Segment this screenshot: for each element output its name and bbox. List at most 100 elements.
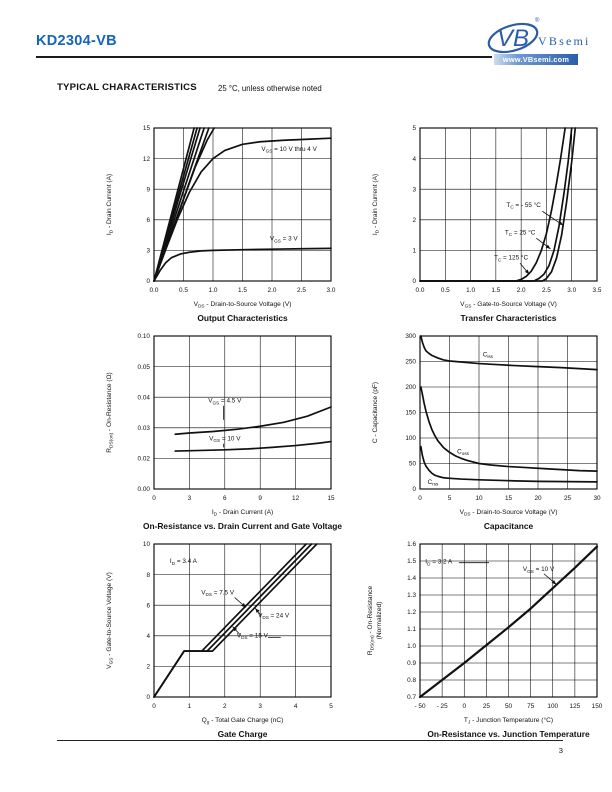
svg-text:1.1: 1.1 <box>407 626 416 633</box>
svg-text:0.7: 0.7 <box>407 694 416 701</box>
on-resistance-vs-drain-current-plot: VGS = 4.5 V VGS = 10 V 0 3 6 9 12 15 0.00 0.02 0.0… <box>106 333 342 531</box>
on-resistance-vs-junction-temperature-plot: ID = 3.2 A VGS = 10 V - 50 - 25 0 25 50 75 100 12… <box>367 541 603 739</box>
svg-text:20: 20 <box>534 495 542 502</box>
svg-text:VGS = 4.5 V: VGS = 4.5 V <box>208 398 242 406</box>
svg-text:150: 150 <box>405 410 416 417</box>
svg-text:9: 9 <box>258 495 262 502</box>
svg-text:VGS - Gate-to-Source Voltage (: VGS - Gate-to-Source Voltage (V) <box>106 572 115 669</box>
svg-text:ID = 3.4 A: ID = 3.4 A <box>170 558 198 566</box>
section-subtitle: 25 °C, unless otherwise noted <box>218 83 322 93</box>
svg-text:3.0: 3.0 <box>327 287 336 294</box>
vbsemi-logo: VB ® VBsemi www.VBsemi.com <box>486 18 588 66</box>
svg-text:6: 6 <box>223 495 227 502</box>
svg-text:VGS = 3 V: VGS = 3 V <box>270 236 299 244</box>
svg-text:VGS = 10 V thru 4 V: VGS = 10 V thru 4 V <box>261 146 317 154</box>
svg-text:2.5: 2.5 <box>297 287 306 294</box>
svg-text:VDS = 7.5 V: VDS = 7.5 V <box>201 589 235 597</box>
svg-text:On-Resistance vs. Drain Curren: On-Resistance vs. Drain Current and Gate… <box>143 521 342 531</box>
footer-rule <box>57 740 563 742</box>
svg-text:0: 0 <box>146 694 150 701</box>
svg-text:RDS(on) - On-Resistance (Ω): RDS(on) - On-Resistance (Ω) <box>106 372 115 452</box>
monogram-text: VB <box>497 25 529 52</box>
svg-text:2: 2 <box>223 703 227 710</box>
svg-text:25: 25 <box>564 495 572 502</box>
logo-name: VBsemi <box>538 34 591 48</box>
svg-text:1.3: 1.3 <box>407 592 416 599</box>
svg-text:VGS = 10 V: VGS = 10 V <box>523 566 555 574</box>
vb-monogram-icon: VB <box>487 22 539 54</box>
svg-text:0: 0 <box>462 703 466 710</box>
svg-text:VDS = 15 V: VDS = 15 V <box>237 632 269 640</box>
svg-text:0.0: 0.0 <box>150 287 159 294</box>
svg-text:1: 1 <box>188 703 192 710</box>
svg-text:0.04: 0.04 <box>138 394 151 401</box>
svg-text:1.0: 1.0 <box>209 287 218 294</box>
svg-text:300: 300 <box>405 333 416 340</box>
svg-text:8: 8 <box>146 572 150 579</box>
svg-text:TC = - 55 °C: TC = - 55 °C <box>506 201 541 210</box>
svg-text:Output Characteristics: Output Characteristics <box>197 313 288 323</box>
chart-output-characteristics: VGS = 10 V thru 4 V VGS = 3 V 0.0 0.5 1.0 1.5… <box>96 120 396 334</box>
svg-text:Gate Charge: Gate Charge <box>218 729 268 739</box>
svg-text:(Normalized): (Normalized) <box>376 602 383 640</box>
svg-text:50: 50 <box>409 461 417 468</box>
svg-text:VGS - Gate-to-Source Voltage (: VGS - Gate-to-Source Voltage (V) <box>460 301 557 310</box>
svg-text:C - Capacitance (pF): C - Capacitance (pF) <box>372 382 379 443</box>
svg-text:10: 10 <box>475 495 483 502</box>
svg-text:1.4: 1.4 <box>407 575 416 582</box>
svg-text:0: 0 <box>418 495 422 502</box>
svg-text:3: 3 <box>188 495 192 502</box>
svg-text:0: 0 <box>152 495 156 502</box>
svg-text:Ciss: Ciss <box>483 351 494 359</box>
svg-text:Qg - Total Gate Charge (nC): Qg - Total Gate Charge (nC) <box>202 717 284 726</box>
svg-text:0.03: 0.03 <box>138 425 151 432</box>
svg-text:1.6: 1.6 <box>407 541 416 548</box>
svg-text:Crss: Crss <box>428 479 439 487</box>
svg-text:2.0: 2.0 <box>517 287 526 294</box>
svg-text:100: 100 <box>405 435 416 442</box>
svg-text:30: 30 <box>593 495 601 502</box>
svg-text:75: 75 <box>527 703 535 710</box>
svg-text:1.0: 1.0 <box>407 643 416 650</box>
svg-text:0: 0 <box>412 486 416 493</box>
svg-text:1.0: 1.0 <box>466 287 475 294</box>
svg-text:250: 250 <box>405 359 416 366</box>
svg-text:3: 3 <box>146 248 150 255</box>
svg-text:3: 3 <box>258 703 262 710</box>
svg-text:TJ - Junction Temperature (°C): TJ - Junction Temperature (°C) <box>464 716 553 726</box>
svg-text:0.9: 0.9 <box>407 660 416 667</box>
svg-text:1.2: 1.2 <box>407 609 416 616</box>
svg-text:1.5: 1.5 <box>491 287 500 294</box>
svg-text:1: 1 <box>412 248 416 255</box>
output-characteristics-plot: VGS = 10 V thru 4 V VGS = 3 V 0.0 0.5 1.0 1.5… <box>106 125 336 323</box>
svg-text:5: 5 <box>329 703 333 710</box>
transfer-characteristics-plot: TC = - 55 °C TC = 25 °C TC = 125 °C 0.0 0.5 1… <box>372 125 602 323</box>
logo-website-link[interactable]: www.VBsemi.com <box>494 54 578 65</box>
svg-text:100: 100 <box>547 703 558 710</box>
svg-text:ID - Drain Current (A): ID - Drain Current (A) <box>372 174 381 235</box>
svg-text:6: 6 <box>146 602 150 609</box>
svg-text:- 50: - 50 <box>414 703 425 710</box>
svg-text:Transfer Characteristics: Transfer Characteristics <box>461 313 557 323</box>
svg-text:ID - Drain Current (A): ID - Drain Current (A) <box>212 509 273 518</box>
svg-text:0.5: 0.5 <box>179 287 188 294</box>
svg-text:5: 5 <box>412 125 416 132</box>
svg-text:VDS - Drain-to-Source Voltage: VDS - Drain-to-Source Voltage (V) <box>460 509 558 518</box>
gate-charge-plot: ID = 3.4 A VDS = 7.5 V VDS = 24 V VDS = 15 … <box>106 541 333 739</box>
svg-text:Capacitance: Capacitance <box>484 521 534 531</box>
svg-text:15: 15 <box>327 495 335 502</box>
svg-text:0.00: 0.00 <box>138 486 151 493</box>
svg-text:0.0: 0.0 <box>416 287 425 294</box>
svg-text:0.10: 0.10 <box>138 333 151 340</box>
svg-text:VGS = 10 V: VGS = 10 V <box>209 435 241 443</box>
svg-text:4: 4 <box>146 633 150 640</box>
registered-mark: ® <box>535 18 540 24</box>
svg-text:1.5: 1.5 <box>238 287 247 294</box>
svg-text:TC = 25 °C: TC = 25 °C <box>505 228 536 237</box>
section-title: TYPICAL CHARACTERISTICS <box>57 82 197 93</box>
svg-text:1.5: 1.5 <box>407 558 416 565</box>
svg-text:5: 5 <box>448 495 452 502</box>
part-number: KD2304-VB <box>36 33 117 49</box>
svg-text:0.5: 0.5 <box>441 287 450 294</box>
